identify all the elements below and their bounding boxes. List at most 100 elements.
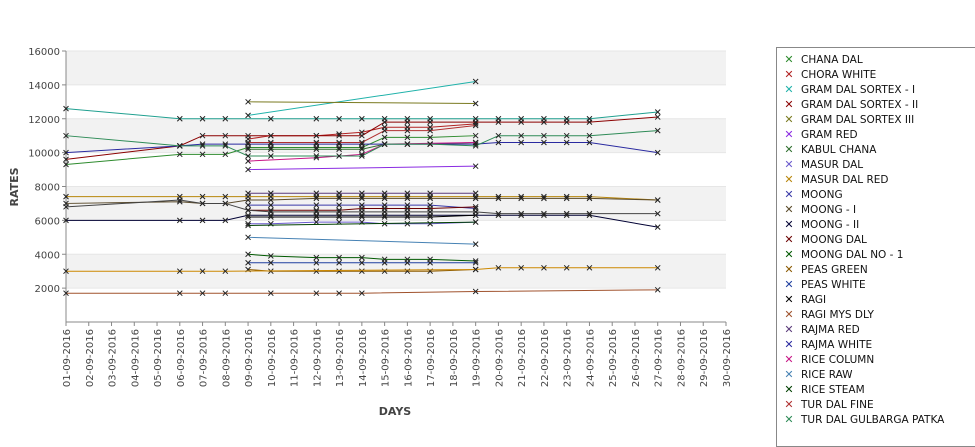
legend-item: ✕ PEAS GREEN — [781, 262, 867, 277]
data-point — [267, 290, 274, 297]
legend-item: ✕ MOONG DAL — [781, 232, 866, 247]
x-tick-label: 10-09-2016 — [267, 329, 278, 387]
data-point — [654, 114, 661, 120]
legend-item: ✕ CHORA WHITE — [781, 67, 876, 82]
legend-label: RICE STEAM — [801, 383, 865, 396]
data-point — [245, 214, 251, 220]
data-point — [404, 115, 411, 122]
data-point — [359, 139, 365, 146]
data-point — [563, 195, 570, 202]
series-15 — [245, 259, 479, 266]
data-point — [267, 153, 274, 159]
data-point — [518, 264, 525, 271]
data-point — [541, 132, 547, 139]
legend-marker-icon: ✕ — [784, 143, 794, 156]
legend-label: CHANA DAL — [801, 53, 863, 66]
data-point — [199, 200, 206, 207]
data-point — [245, 222, 251, 229]
data-point — [313, 259, 320, 266]
data-point — [336, 202, 342, 208]
data-point — [63, 149, 69, 156]
data-point — [563, 264, 570, 271]
data-point — [359, 259, 365, 266]
data-point — [245, 158, 251, 164]
data-point — [427, 195, 433, 202]
data-point — [563, 210, 570, 217]
data-point — [313, 290, 320, 297]
data-point — [336, 146, 342, 153]
legend-marker-icon: ✕ — [784, 293, 794, 306]
data-point — [404, 141, 411, 148]
data-point — [359, 190, 365, 197]
data-point — [359, 195, 365, 202]
data-point — [404, 220, 411, 227]
data-point — [63, 217, 69, 224]
data-point — [541, 139, 547, 146]
legend-item: ✕ MASUR DAL — [781, 157, 863, 172]
series-2 — [245, 78, 479, 119]
data-point — [267, 214, 274, 220]
legend-label: GRAM DAL SORTEX - II — [801, 98, 919, 111]
legend-marker-icon: ✕ — [784, 218, 794, 231]
data-point — [427, 259, 433, 266]
data-point — [336, 190, 342, 197]
data-point — [381, 115, 388, 122]
legend-label: PEAS WHITE — [801, 278, 866, 291]
legend-marker-icon: ✕ — [784, 278, 794, 291]
y-tick-label: 10000 — [28, 149, 60, 160]
legend-label: KABUL CHANA — [801, 143, 877, 156]
data-point — [381, 190, 388, 197]
data-point — [222, 217, 229, 224]
data-point — [63, 161, 69, 168]
data-point — [472, 195, 479, 202]
data-point — [336, 254, 342, 261]
legend-marker-icon: ✕ — [784, 338, 794, 351]
data-point — [381, 209, 388, 215]
series-21 — [245, 234, 479, 247]
data-point — [404, 190, 411, 197]
data-point — [245, 132, 251, 139]
legend-item: ✕ RAJMA WHITE — [781, 337, 872, 352]
data-point — [63, 193, 69, 200]
data-point — [222, 151, 229, 158]
y-tick-label: 2000 — [35, 284, 60, 295]
legend-item: ✕ MOONG — [781, 187, 842, 202]
data-point — [267, 190, 274, 197]
data-point — [381, 141, 388, 148]
data-point — [404, 195, 411, 202]
legend-label: CHORA WHITE — [801, 68, 877, 81]
legend-label: TUR DAL FINE — [801, 398, 874, 411]
data-point — [495, 132, 502, 139]
data-point — [176, 290, 183, 297]
x-axis-ticks: 01-09-2016 02-09-2016 03-09-2016 04-09-2016… — [62, 322, 733, 387]
data-point — [313, 132, 320, 139]
data-point — [267, 132, 274, 139]
data-point — [381, 259, 388, 266]
x-tick-label: 21-09-2016 — [517, 329, 528, 387]
data-point — [313, 195, 320, 202]
data-point — [267, 253, 274, 259]
data-point — [336, 290, 342, 297]
data-point — [313, 219, 320, 225]
data-point — [586, 210, 593, 217]
legend-marker-icon: ✕ — [784, 368, 794, 381]
data-point — [381, 127, 388, 134]
series-line — [247, 80, 476, 116]
data-point — [336, 132, 342, 139]
series-10 — [63, 195, 661, 207]
y-tick-label: 14000 — [28, 81, 60, 92]
data-point — [245, 190, 251, 197]
data-point — [359, 290, 365, 297]
legend-label: RICE RAW — [801, 368, 853, 381]
legend-label: TUR DAL GULBARGA PATKA — [801, 413, 945, 426]
series-line — [248, 221, 476, 226]
data-point — [495, 139, 502, 146]
data-point — [495, 195, 502, 202]
data-point — [472, 190, 479, 197]
data-point — [654, 149, 661, 156]
legend-item: ✕ PEAS WHITE — [781, 277, 866, 292]
legend-item: ✕ GRAM DAL SORTEX III — [781, 112, 914, 127]
data-point — [245, 207, 251, 214]
legend-marker-icon: ✕ — [784, 68, 794, 81]
data-point — [267, 259, 274, 266]
